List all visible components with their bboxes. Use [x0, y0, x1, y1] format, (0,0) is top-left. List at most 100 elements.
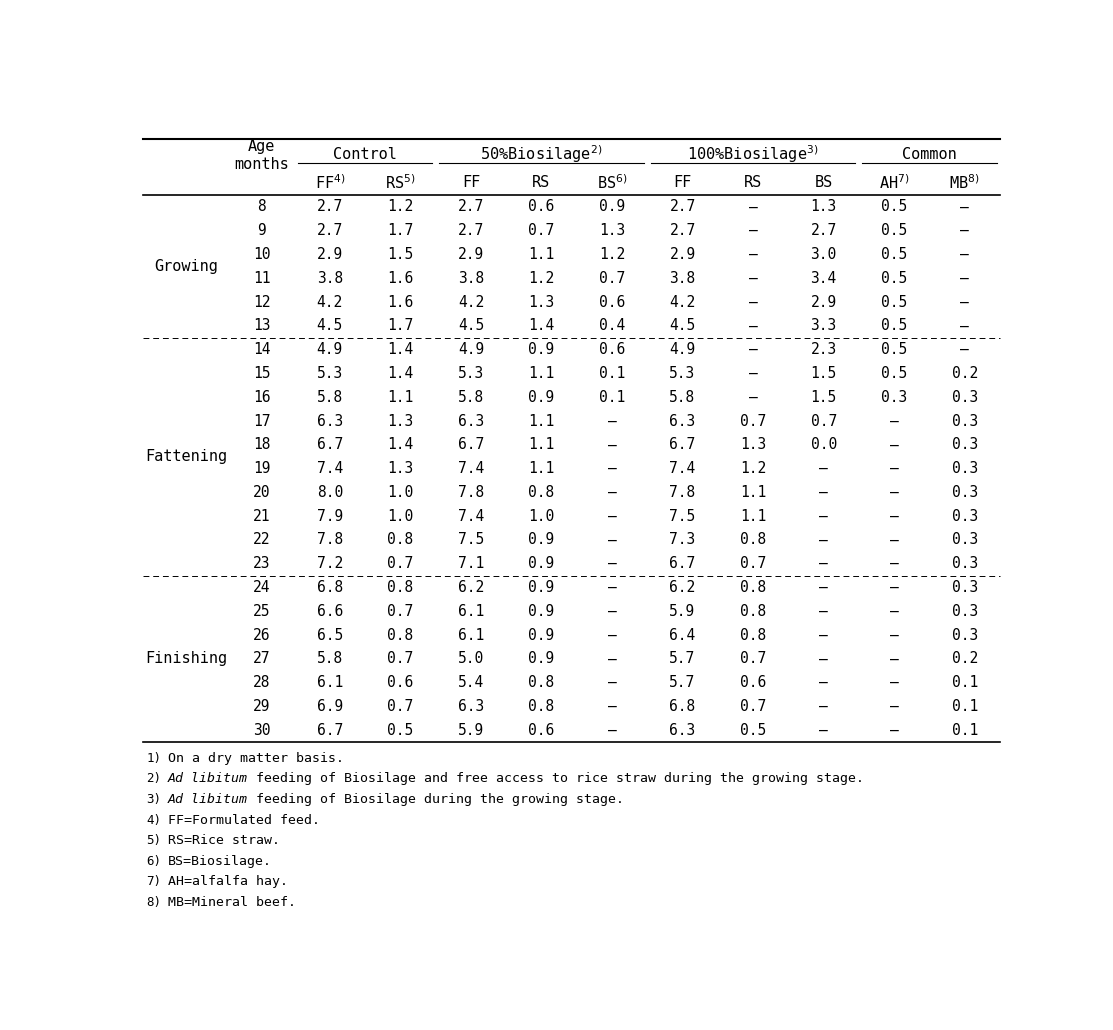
Text: –: –: [749, 247, 758, 262]
Text: 0.6: 0.6: [599, 295, 626, 310]
Text: 0.8: 0.8: [529, 485, 554, 500]
Text: 5.8: 5.8: [669, 389, 696, 405]
Text: On a dry matter basis.: On a dry matter basis.: [168, 752, 344, 764]
Text: 0.7: 0.7: [740, 651, 766, 666]
Text: –: –: [608, 699, 617, 714]
Text: MB$^{8)}$: MB$^{8)}$: [949, 173, 979, 192]
Text: 0.8: 0.8: [387, 580, 414, 595]
Text: 2.9: 2.9: [810, 295, 837, 310]
Text: 0.7: 0.7: [740, 699, 766, 714]
Text: 6.3: 6.3: [457, 413, 484, 428]
Text: 8: 8: [257, 200, 266, 214]
Text: –: –: [889, 627, 898, 643]
Text: –: –: [749, 200, 758, 214]
Text: 0.1: 0.1: [952, 723, 978, 737]
Text: 5.8: 5.8: [317, 651, 343, 666]
Text: AH$^{7)}$: AH$^{7)}$: [879, 173, 909, 192]
Text: 0.5: 0.5: [881, 200, 907, 214]
Text: 6.3: 6.3: [317, 413, 343, 428]
Text: 28: 28: [253, 676, 270, 690]
Text: 2.9: 2.9: [457, 247, 484, 262]
Text: –: –: [889, 485, 898, 500]
Text: –: –: [608, 461, 617, 476]
Text: 2.7: 2.7: [457, 200, 484, 214]
Text: 2.9: 2.9: [669, 247, 696, 262]
Text: 0.2: 0.2: [952, 651, 978, 666]
Text: –: –: [608, 580, 617, 595]
Text: 0.9: 0.9: [529, 651, 554, 666]
Text: 4.5: 4.5: [317, 318, 343, 334]
Text: 3): 3): [146, 793, 161, 806]
Text: 0.9: 0.9: [529, 389, 554, 405]
Text: 1.4: 1.4: [387, 366, 414, 381]
Text: 4.9: 4.9: [457, 342, 484, 357]
Text: 1.2: 1.2: [387, 200, 414, 214]
Text: 0.6: 0.6: [529, 200, 554, 214]
Text: 2.7: 2.7: [810, 224, 837, 238]
Text: 1.3: 1.3: [740, 438, 766, 452]
Text: 0.5: 0.5: [387, 723, 414, 737]
Text: RS: RS: [743, 175, 762, 190]
Text: 6.7: 6.7: [669, 438, 696, 452]
Text: 4.9: 4.9: [669, 342, 696, 357]
Text: –: –: [889, 604, 898, 619]
Text: 0.8: 0.8: [740, 580, 766, 595]
Text: 1.1: 1.1: [740, 509, 766, 523]
Text: –: –: [819, 533, 828, 548]
Text: 6.8: 6.8: [317, 580, 343, 595]
Text: 1.6: 1.6: [387, 295, 414, 310]
Text: 0.3: 0.3: [952, 533, 978, 548]
Text: 0.5: 0.5: [740, 723, 766, 737]
Text: 16: 16: [253, 389, 270, 405]
Text: 20: 20: [253, 485, 270, 500]
Text: 1.3: 1.3: [810, 200, 837, 214]
Text: 21: 21: [253, 509, 270, 523]
Text: 0.9: 0.9: [529, 342, 554, 357]
Text: 0.9: 0.9: [529, 580, 554, 595]
Text: 5.8: 5.8: [317, 389, 343, 405]
Text: 27: 27: [253, 651, 270, 666]
Text: 18: 18: [253, 438, 270, 452]
Text: 7): 7): [146, 876, 161, 889]
Text: 7.4: 7.4: [457, 509, 484, 523]
Text: 5.0: 5.0: [457, 651, 484, 666]
Text: 6.4: 6.4: [669, 627, 696, 643]
Text: 1.3: 1.3: [387, 413, 414, 428]
Text: 0.8: 0.8: [529, 676, 554, 690]
Text: 4): 4): [146, 814, 161, 827]
Text: 29: 29: [253, 699, 270, 714]
Text: 0.3: 0.3: [952, 604, 978, 619]
Text: 0.5: 0.5: [881, 247, 907, 262]
Text: –: –: [749, 318, 758, 334]
Text: 7.4: 7.4: [457, 461, 484, 476]
Text: –: –: [819, 509, 828, 523]
Text: 2.3: 2.3: [810, 342, 837, 357]
Text: 6.7: 6.7: [669, 556, 696, 572]
Text: 7.9: 7.9: [317, 509, 343, 523]
Text: –: –: [608, 533, 617, 548]
Text: 0.8: 0.8: [740, 604, 766, 619]
Text: FF=Formulated feed.: FF=Formulated feed.: [168, 814, 319, 827]
Text: 0.4: 0.4: [599, 318, 626, 334]
Text: –: –: [608, 556, 617, 572]
Text: –: –: [961, 200, 969, 214]
Text: –: –: [608, 627, 617, 643]
Text: 1.7: 1.7: [387, 318, 414, 334]
Text: 6.7: 6.7: [457, 438, 484, 452]
Text: 0.3: 0.3: [952, 438, 978, 452]
Text: 0.3: 0.3: [952, 389, 978, 405]
Text: 8.0: 8.0: [317, 485, 343, 500]
Text: 0.7: 0.7: [740, 413, 766, 428]
Text: 7.1: 7.1: [457, 556, 484, 572]
Text: –: –: [889, 676, 898, 690]
Text: 0.5: 0.5: [881, 224, 907, 238]
Text: months: months: [235, 158, 289, 172]
Text: 7.4: 7.4: [669, 461, 696, 476]
Text: 8): 8): [146, 896, 161, 909]
Text: Finishing: Finishing: [145, 651, 227, 666]
Text: 3.8: 3.8: [317, 271, 343, 285]
Text: 1.5: 1.5: [387, 247, 414, 262]
Text: 5.7: 5.7: [669, 676, 696, 690]
Text: –: –: [819, 485, 828, 500]
Text: 4.2: 4.2: [457, 295, 484, 310]
